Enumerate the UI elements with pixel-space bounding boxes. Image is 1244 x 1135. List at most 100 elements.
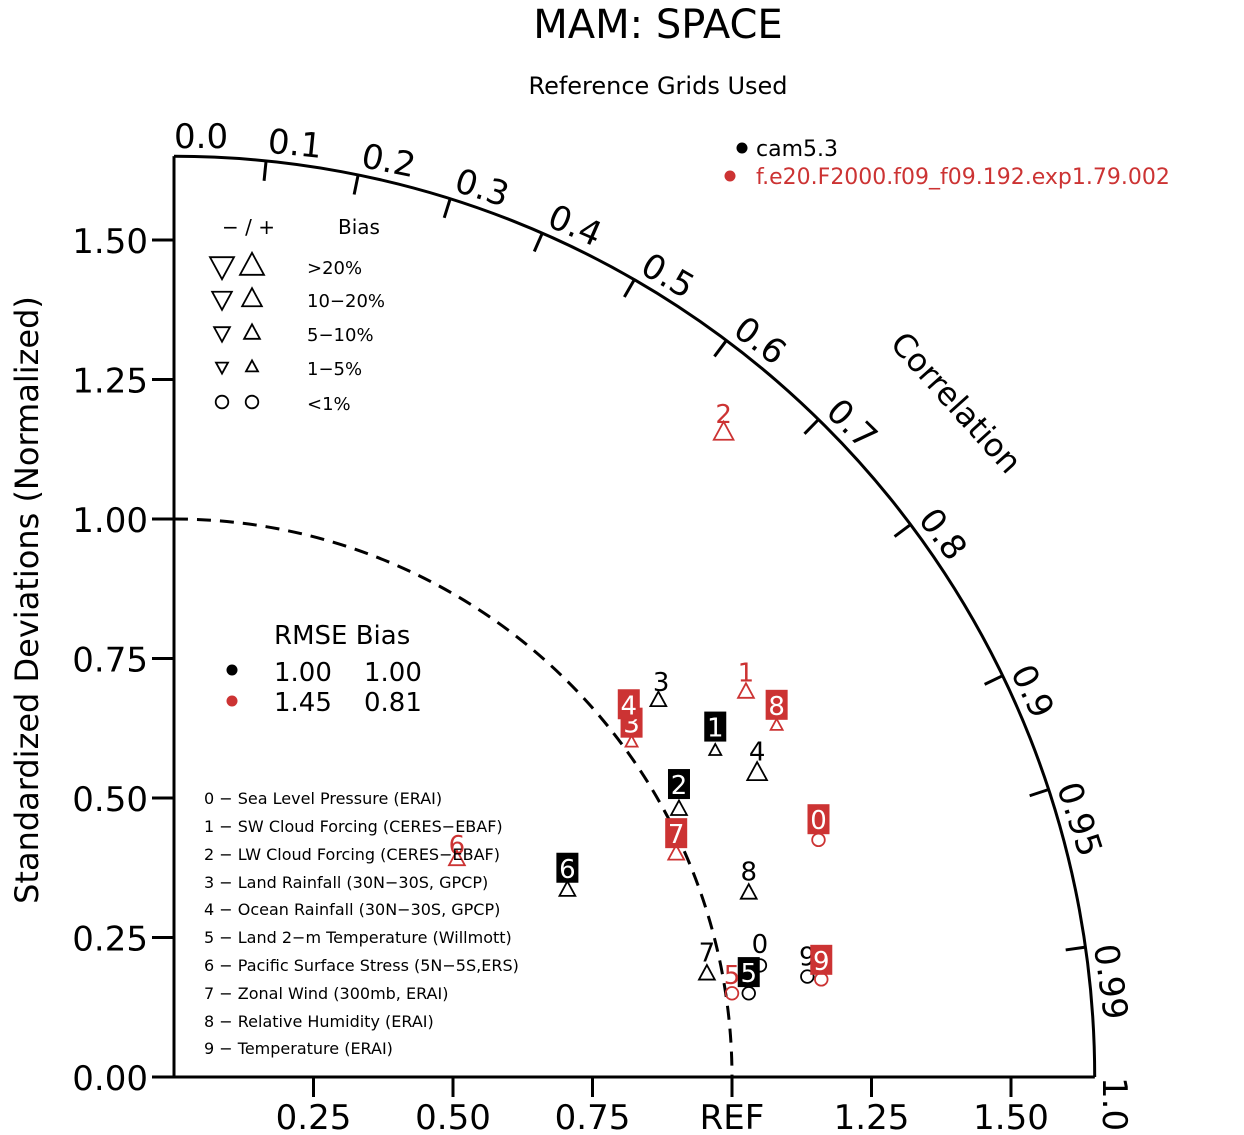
correlation-tick xyxy=(1065,945,1086,952)
point-cam-9-marker xyxy=(800,969,815,984)
reference-std-arc xyxy=(173,517,734,1078)
point-cam-4-label: 4 xyxy=(749,738,766,768)
correlation-tick-label: 0.3 xyxy=(450,161,514,215)
point-cam-1-label: 1 xyxy=(707,714,724,744)
y-tick-label: 0.25 xyxy=(72,920,148,960)
y-tick-label: 0.00 xyxy=(72,1059,148,1099)
case-legend-label-cam: cam5.3 xyxy=(756,137,838,162)
bias-legend-label-2: 5−10% xyxy=(307,325,374,346)
case-legend-dot-cam xyxy=(736,142,748,154)
variable-legend-item-8: 8 − Relative Humidity (ERAI) xyxy=(204,1012,434,1031)
correlation-tick-label: 0.9 xyxy=(1002,658,1062,724)
bias-legend-neg-circle-icon xyxy=(214,394,230,410)
point-cam-1-label-box xyxy=(704,711,727,742)
correlation-tick xyxy=(1029,788,1050,798)
correlation-tick-label: 1.0 xyxy=(1094,1077,1134,1131)
point-cam-6-marker xyxy=(557,879,577,897)
x-tick-label: 1.25 xyxy=(834,1098,910,1135)
bias-legend-neg-triangle-icon xyxy=(208,256,236,282)
bias-legend-bias-header: Bias xyxy=(338,215,380,239)
correlation-tick xyxy=(713,339,728,358)
correlation-tick-label: 0.1 xyxy=(266,122,324,167)
y-tick-label: 1.50 xyxy=(72,222,148,262)
point-cam-4-marker xyxy=(745,760,769,782)
variable-legend-item-7: 7 − Zonal Wind (300mb, ERAI) xyxy=(204,984,448,1003)
y-tick-label: 1.00 xyxy=(72,501,148,541)
point-cam-5-label-box xyxy=(737,957,760,988)
bias-legend-sign-header: − / + xyxy=(222,215,275,239)
bias-legend: − / + Bias >20% 10−20% 5−10% 1−5% <1% xyxy=(208,215,385,415)
point-cam-2-label: 2 xyxy=(671,771,688,801)
point-f20-6-marker xyxy=(447,848,467,867)
point-f20-6-label: 6 xyxy=(449,831,466,861)
x-tick-label: 1.50 xyxy=(973,1098,1049,1135)
point-cam-6-label-box xyxy=(556,852,579,883)
point-cam-8-marker xyxy=(739,882,759,900)
variable-legend-item-9: 9 − Temperature (ERAI) xyxy=(204,1039,393,1058)
correlation-tick xyxy=(983,674,1004,686)
point-f20-9-label: 9 xyxy=(813,947,830,977)
variable-legend-item-2: 2 − LW Cloud Forcing (CERES−EBAF) xyxy=(204,845,500,864)
bias-legend-pos-circle-icon xyxy=(244,394,260,410)
y-axis-label: Standardized Deviations (Normalized) xyxy=(8,296,46,904)
point-cam-7-label: 7 xyxy=(699,938,716,968)
variable-legend-item-5: 5 − Land 2−m Temperature (Willmott) xyxy=(204,928,512,947)
point-cam-6-label: 6 xyxy=(559,855,576,885)
variable-legend-item-0: 0 − Sea Level Pressure (ERAI) xyxy=(204,789,442,808)
correlation-tick xyxy=(532,232,544,253)
variable-legend: 0 − Sea Level Pressure (ERAI) 1 − SW Clo… xyxy=(204,789,519,1058)
correlation-tick-label: 0.6 xyxy=(726,309,793,373)
x-tick-label: 0.50 xyxy=(415,1098,491,1135)
x-ref-label: REF xyxy=(700,1098,765,1135)
point-cam-7-marker xyxy=(697,963,717,981)
rmse-legend-dot-f20 xyxy=(226,695,238,707)
rmse-legend-bias-f20: 0.81 xyxy=(364,688,422,718)
correlation-tick xyxy=(352,174,360,195)
correlation-tick-label: 0.8 xyxy=(910,501,974,568)
point-f20-8-label: 8 xyxy=(768,692,785,722)
chart-subtitle: Reference Grids Used xyxy=(528,72,787,100)
point-f20-1-marker xyxy=(736,681,756,699)
point-cam-0-label: 0 xyxy=(752,930,769,960)
chart-title: MAM: SPACE xyxy=(533,2,782,48)
point-f20-5-label: 5 xyxy=(724,961,741,991)
correlation-tick xyxy=(623,278,636,298)
point-f20-8-marker xyxy=(769,716,785,731)
case-legend-label-f20: f.e20.F2000.f09_f09.192.exp1.79.002 xyxy=(756,165,1170,190)
point-f20-0-label-box xyxy=(807,804,830,835)
y-tick-label: 1.25 xyxy=(72,362,148,402)
rmse-legend-rmse-cam: 1.00 xyxy=(274,658,332,688)
correlation-arc-label: Correlation xyxy=(883,324,1029,481)
correlation-tick xyxy=(442,198,452,219)
correlation-tick xyxy=(893,523,912,538)
rmse-bias-legend: RMSE Bias 1.00 1.00 1.45 0.81 xyxy=(226,621,422,718)
point-f20-2-marker xyxy=(712,419,735,441)
rmse-legend-rmse-f20: 1.45 xyxy=(274,688,332,718)
point-f20-7-label: 7 xyxy=(668,820,685,850)
point-f20-9-label-box xyxy=(810,944,833,975)
variable-legend-item-3: 3 − Land Rainfall (30N−30S, GPCP) xyxy=(204,873,488,892)
bias-legend-neg-triangle-icon xyxy=(214,361,230,376)
case-legend-dot-f20 xyxy=(724,170,736,182)
variable-legend-item-1: 1 − SW Cloud Forcing (CERES−EBAF) xyxy=(204,817,503,836)
y-tick-label: 0.75 xyxy=(72,641,148,681)
correlation-tick-label: 0.2 xyxy=(358,136,419,186)
bias-legend-label-4: <1% xyxy=(307,394,351,415)
correlation-tick xyxy=(262,160,268,181)
point-cam-5-label: 5 xyxy=(740,959,757,989)
case-legend: cam5.3 f.e20.F2000.f09_f09.192.exp1.79.0… xyxy=(724,137,1170,190)
correlation-tick-label: 0.7 xyxy=(818,391,885,457)
point-f20-3-marker xyxy=(624,733,640,748)
point-cam-1-marker xyxy=(707,742,723,756)
point-f20-4-label-box xyxy=(617,689,640,720)
bias-legend-pos-triangle-icon xyxy=(238,250,266,276)
bias-legend-label-1: 10−20% xyxy=(307,291,385,312)
correlation-tick-label: 0.5 xyxy=(634,245,701,307)
bias-legend-label-3: 1−5% xyxy=(307,359,362,380)
point-f20-8-label-box xyxy=(765,689,788,720)
correlation-tick-label: 0.0 xyxy=(174,117,228,157)
bias-legend-pos-triangle-icon xyxy=(244,358,260,373)
x-tick-label: 0.75 xyxy=(555,1098,631,1135)
point-f20-7-marker xyxy=(666,843,686,861)
